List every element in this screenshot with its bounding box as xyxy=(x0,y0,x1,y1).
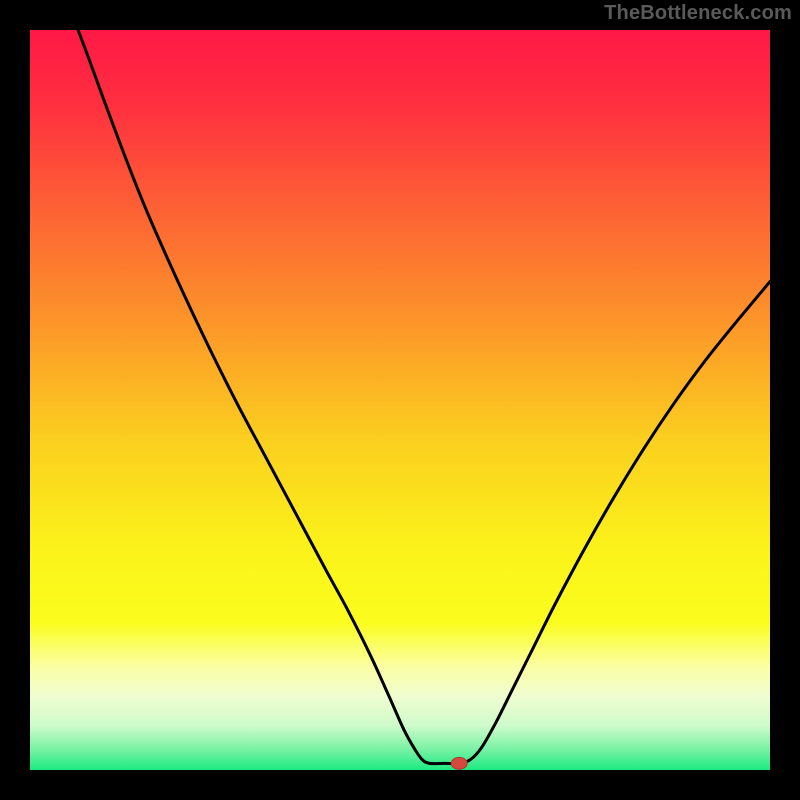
plot-background xyxy=(30,30,770,770)
watermark-label: TheBottleneck.com xyxy=(604,2,792,25)
chart-container: TheBottleneck.com xyxy=(0,0,800,800)
bottleneck-chart xyxy=(0,0,800,800)
optimum-marker xyxy=(451,757,467,769)
